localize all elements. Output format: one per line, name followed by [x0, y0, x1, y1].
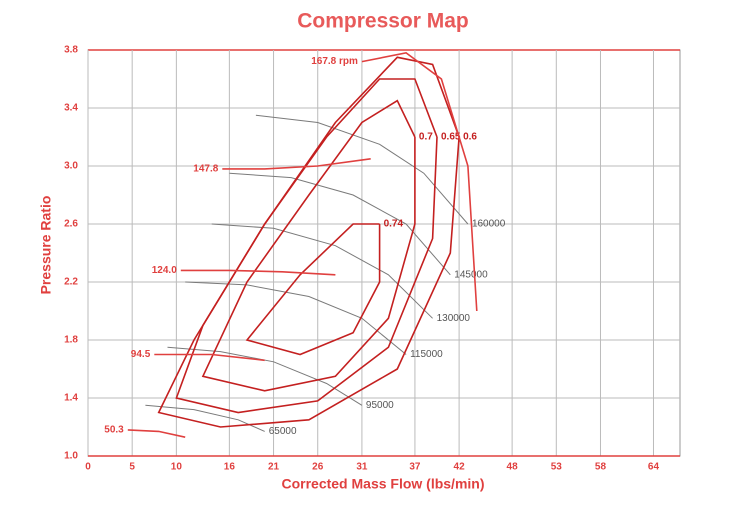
chart-title: Compressor Map	[297, 10, 469, 33]
series-line	[361, 52, 478, 312]
x-tick-label: 31	[356, 462, 368, 473]
series-label: 0.74	[384, 219, 404, 230]
series-label: 160000	[472, 219, 506, 230]
y-tick-label: 2.6	[64, 219, 78, 230]
y-tick-label: 3.8	[64, 45, 78, 56]
x-tick-label: 42	[454, 462, 466, 473]
series-label: 147.8	[193, 164, 218, 175]
series-label: 95000	[366, 400, 394, 411]
y-tick-label: 1.8	[64, 335, 78, 346]
y-tick-label: 3.0	[64, 161, 78, 172]
series-label: 65000	[269, 426, 297, 437]
series-line	[229, 172, 451, 276]
x-tick-label: 16	[224, 462, 236, 473]
series-label: 0.6	[463, 132, 477, 143]
series-line	[180, 269, 336, 276]
x-tick-label: 5	[129, 462, 135, 473]
series-line	[211, 223, 433, 319]
x-tick-label: 10	[171, 462, 183, 473]
series-label: 130000	[437, 313, 471, 324]
series-label: 145000	[454, 269, 488, 280]
y-tick-label: 1.0	[64, 451, 78, 462]
series-label: 167.8 rpm	[311, 56, 358, 67]
x-tick-label: 58	[595, 462, 607, 473]
series-label: 0.7	[419, 132, 433, 143]
x-tick-label: 48	[507, 462, 519, 473]
series-line	[201, 99, 416, 392]
series-line	[145, 404, 265, 432]
x-tick-label: 0	[85, 462, 91, 473]
series-line	[127, 429, 186, 438]
series-label: 115000	[410, 349, 443, 360]
series-line	[222, 158, 371, 170]
series-line	[175, 78, 438, 414]
x-tick-label: 26	[312, 462, 324, 473]
series-line	[167, 346, 363, 406]
y-tick-label: 3.4	[64, 103, 78, 114]
x-tick-label: 21	[268, 462, 280, 473]
series-line	[154, 353, 265, 362]
series-line	[245, 223, 381, 356]
series-label: 50.3	[104, 425, 124, 436]
y-axis-label: Pressure Ratio	[38, 196, 54, 295]
x-tick-label: 37	[409, 462, 421, 473]
series-label: 0.65	[441, 132, 461, 143]
y-tick-label: 1.4	[64, 393, 78, 404]
series-label: 94.5	[131, 349, 151, 360]
x-axis-label: Corrected Mass Flow (lbs/min)	[281, 476, 484, 492]
plot-area	[87, 49, 681, 457]
series-label: 124.0	[152, 265, 177, 276]
series-line	[255, 114, 469, 225]
y-tick-label: 2.2	[64, 277, 78, 288]
x-tick-label: 53	[551, 462, 563, 473]
series-line	[157, 56, 460, 428]
x-tick-label: 64	[648, 462, 660, 473]
